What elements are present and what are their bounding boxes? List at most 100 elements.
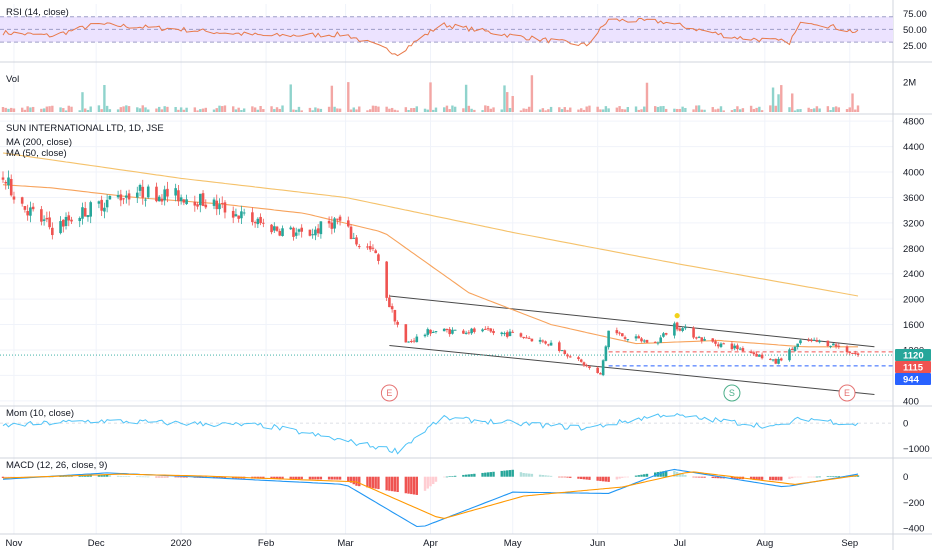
volume-bar [103, 85, 106, 112]
volume-bar [388, 108, 391, 112]
volume-bar [760, 110, 764, 112]
macd-hist-bar [295, 476, 298, 480]
candle-body [253, 222, 257, 224]
candle-body [81, 207, 84, 219]
candle-body [204, 204, 208, 208]
rsi-tick-label: 75.00 [903, 9, 927, 20]
macd-hist-bar [703, 476, 706, 478]
candle-body [185, 199, 188, 205]
macd-hist-bar [856, 475, 860, 477]
candle-body [83, 208, 87, 217]
candle-body [741, 348, 745, 352]
macd-hist-bar [577, 476, 580, 479]
volume-bar [358, 106, 361, 112]
candle-body [755, 353, 758, 357]
macd-hist-bar [141, 476, 144, 478]
volume-bar [569, 107, 572, 112]
macd-hist-bar [758, 476, 761, 480]
macd-hist-bar [396, 476, 399, 493]
price-tag-label: 1115 [903, 363, 924, 374]
candle-body [300, 227, 304, 232]
main-title: SUN INTERNATIONAL LTD, 1D, JSE [6, 123, 164, 134]
candle-body [330, 222, 334, 229]
candle-body [125, 195, 128, 198]
ma50-label: MA (50, close) [6, 148, 67, 159]
macd-hist-bar [481, 472, 484, 477]
macd-hist-bar [103, 475, 106, 477]
volume-bar [204, 107, 207, 112]
candle-body [12, 196, 16, 200]
volume-bar [166, 106, 169, 112]
macd-hist-bar [155, 476, 158, 478]
candle-body [355, 237, 358, 245]
macd-hist-bar [569, 476, 572, 478]
candles [1, 170, 860, 377]
volume-bar [851, 93, 854, 112]
macd-hist-bar [788, 476, 791, 480]
candle-body [357, 246, 361, 248]
macd-hist-bar [621, 476, 624, 478]
volume-bar [278, 108, 281, 112]
volume-bar [470, 108, 473, 112]
volume-bar [215, 108, 218, 112]
macd-hist-bar [434, 476, 438, 482]
candle-body [368, 246, 372, 250]
volume-bar [730, 110, 734, 112]
volume-bar [426, 109, 429, 112]
candle-body [352, 237, 356, 239]
candle-body [316, 228, 320, 234]
macd-hist-bar [160, 476, 164, 478]
volume-bar [695, 105, 698, 112]
volume-bar [577, 109, 580, 112]
price-tick-label: 2800 [903, 244, 924, 255]
volume-bar [525, 108, 528, 112]
macd-hist-bar [333, 476, 336, 480]
candle-body [51, 227, 54, 236]
volume-bar [807, 107, 810, 112]
candle-body [544, 341, 547, 344]
macd-hist-bar [327, 476, 331, 480]
volume-bar [223, 105, 227, 112]
volume-bar [443, 107, 446, 112]
rsi-tick-label: 50.00 [903, 25, 927, 36]
macd-hist-bar [796, 476, 799, 478]
volume-bar [253, 107, 257, 112]
volume-bar [141, 105, 144, 112]
volume-bar [621, 109, 624, 112]
volume-bar [270, 106, 273, 112]
macd-hist-bar [426, 476, 429, 489]
macd-hist-bar [89, 475, 92, 477]
volume-bar [527, 106, 531, 112]
volume-bar [292, 109, 295, 112]
candle-body [338, 216, 342, 221]
volume-bar [563, 107, 566, 112]
volume-bar [582, 109, 586, 112]
volume-bar [385, 106, 388, 112]
macd-hist-bar [645, 473, 649, 477]
time-axis-label: Sep [841, 538, 858, 549]
volume-bar [618, 106, 621, 112]
macd-hist-bar [549, 475, 553, 477]
macd-hist-bar [352, 476, 355, 485]
volume-bar [231, 106, 235, 112]
candle-body [845, 346, 849, 353]
volume-bar [289, 84, 292, 112]
candle-body [103, 207, 106, 212]
volume-bar [108, 109, 112, 112]
macd-hist-bar [300, 476, 303, 480]
volume-bar [20, 107, 24, 112]
candle-body [684, 327, 687, 329]
volume-bar [300, 110, 303, 112]
volume-bar [486, 105, 490, 112]
macd-hist-bar [366, 476, 369, 488]
macd-hist-bar [700, 476, 703, 478]
candle-body [179, 197, 183, 202]
volume-bar [336, 108, 339, 112]
volume-bar [733, 109, 736, 112]
candle-body [119, 194, 123, 201]
macd-hist-bar [119, 476, 123, 477]
candle-body [215, 200, 219, 210]
candle-body [70, 219, 73, 222]
volume-bar [369, 109, 372, 112]
